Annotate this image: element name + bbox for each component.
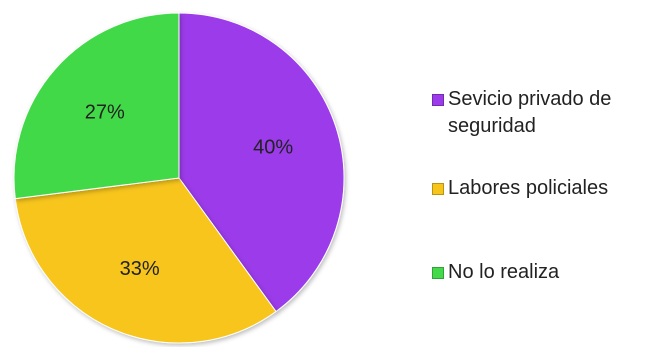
- legend-label: Sevicio privado de seguridad: [448, 88, 612, 137]
- legend-item-labores-policiales: Labores policiales: [432, 175, 647, 202]
- legend-label: No lo realiza: [448, 261, 560, 283]
- legend-item-servicio-privado: Sevicio privado de seguridad: [432, 86, 647, 140]
- legend-swatch-purple: [432, 94, 444, 106]
- legend-label: Labores policiales: [448, 177, 609, 199]
- pie-labels: 40% 33% 27%: [85, 102, 294, 280]
- pie-slice-labores-policiales: [14, 177, 277, 344]
- legend-item-no-lo-realiza: No lo realiza: [432, 259, 647, 286]
- pie-slices: [13, 12, 345, 344]
- pie-slice-servicio-privado: [178, 12, 345, 313]
- legend-swatch-green: [432, 267, 444, 279]
- legend-swatch-yellow: [432, 183, 444, 195]
- pie-slice-no-lo-realiza: [13, 12, 180, 200]
- pie-label-servicio-privado: 40%: [253, 136, 293, 158]
- pie-label-labores-policiales: 33%: [120, 258, 160, 280]
- pie-label-no-lo-realiza: 27%: [85, 102, 125, 124]
